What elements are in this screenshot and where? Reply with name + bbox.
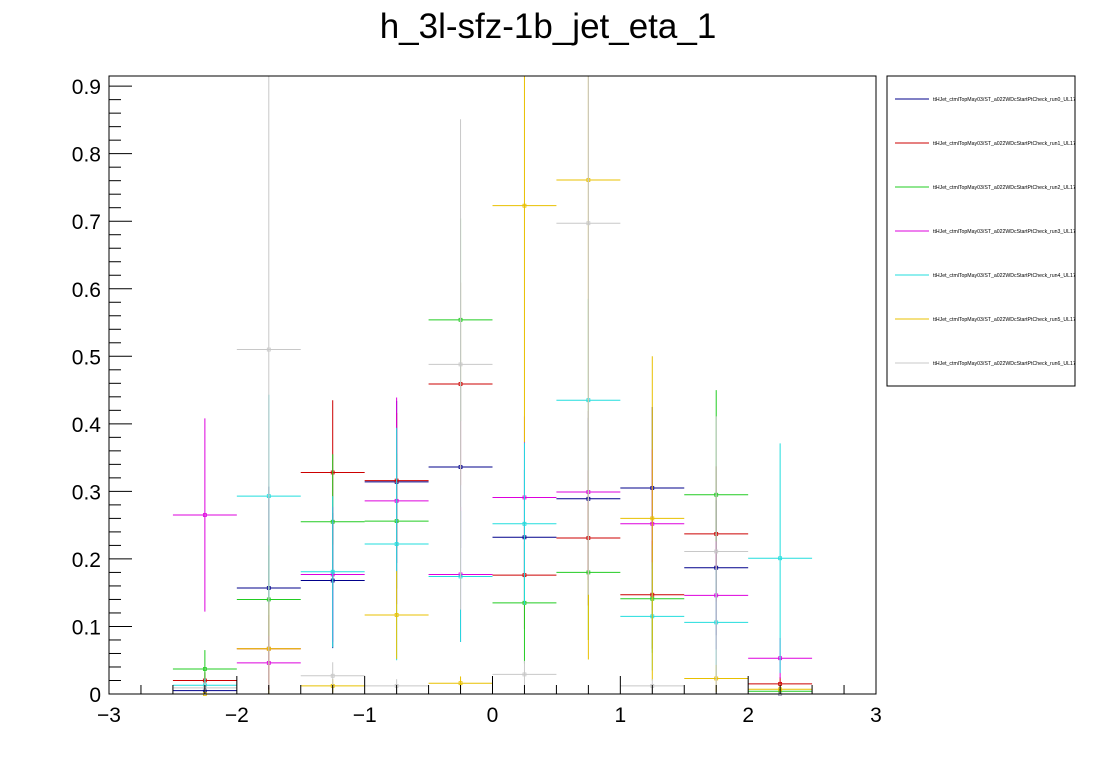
x-tick-label: 3 <box>870 704 882 727</box>
y-tick-label: 0.7 <box>72 211 101 234</box>
x-tick-label: −1 <box>353 704 377 727</box>
y-tick-label: 0.2 <box>72 549 101 572</box>
data-point <box>394 542 399 546</box>
data-point <box>202 513 207 517</box>
data-point <box>458 362 463 367</box>
y-tick-label: 0.3 <box>72 481 101 504</box>
legend-label: ttHJet_ctmlTopMay03/ST_a022WDcStartPtChe… <box>933 317 1076 323</box>
data-point <box>266 347 271 352</box>
axes: −3 −2 −1 0 1 2 3 0 0.1 0.2 0.3 0.4 0.5 0.6 0.7 0.8 0.9 <box>72 76 882 727</box>
plot-frame <box>108 75 877 695</box>
x-tick-label: 2 <box>742 704 754 727</box>
legend-label: ttHJet_ctmlTopMay03/ST_a022WDcStartPtChe… <box>933 273 1076 279</box>
data-point <box>714 549 719 554</box>
legend-label: ttHJet_ctmlTopMay03/ST_a022WDcStartPtChe… <box>933 361 1076 367</box>
data-point <box>330 673 335 678</box>
data-point <box>522 672 527 677</box>
y-tick-label: 0.8 <box>72 144 101 167</box>
y-tick-label: 0 <box>89 684 101 707</box>
x-tick-label: −2 <box>225 704 249 727</box>
legend-label: ttHJet_ctmlTopMay03/ST_a022WDcStartPtChe… <box>933 141 1076 147</box>
x-tick-label: 1 <box>614 704 626 727</box>
legend-label: ttHJet_ctmlTopMay03/ST_a022WDcStartPtChe… <box>933 229 1076 235</box>
data-point <box>522 203 527 208</box>
data-point <box>330 569 335 574</box>
data-point <box>394 613 399 617</box>
y-tick-label: 0.6 <box>72 279 101 302</box>
y-tick-label: 0.5 <box>72 346 101 369</box>
legend-label: ttHJet_ctmlTopMay03/ST_a022WDcStartPtChe… <box>933 185 1076 191</box>
data-point <box>650 516 655 521</box>
y-tick-label: 0.9 <box>72 76 101 99</box>
y-tick-label: 0.1 <box>72 616 101 639</box>
data-layer <box>172 76 813 696</box>
data-point <box>586 221 591 226</box>
chart-title: h_3l-sfz-1b_jet_eta_1 <box>380 7 717 46</box>
legend-label: ttHJet_ctmlTopMay03/ST_a022WDcStartPtChe… <box>933 97 1076 103</box>
data-point <box>522 521 527 526</box>
data-series <box>172 76 813 696</box>
data-point <box>778 556 783 561</box>
y-tick-label: 0.4 <box>72 414 102 437</box>
data-point <box>202 667 207 671</box>
x-tick-label: 0 <box>487 704 499 727</box>
data-point <box>458 681 463 686</box>
legend: ttHJet_ctmlTopMay03/ST_a022WDcStartPtChe… <box>886 75 1076 387</box>
x-tick-label: −3 <box>97 704 121 727</box>
